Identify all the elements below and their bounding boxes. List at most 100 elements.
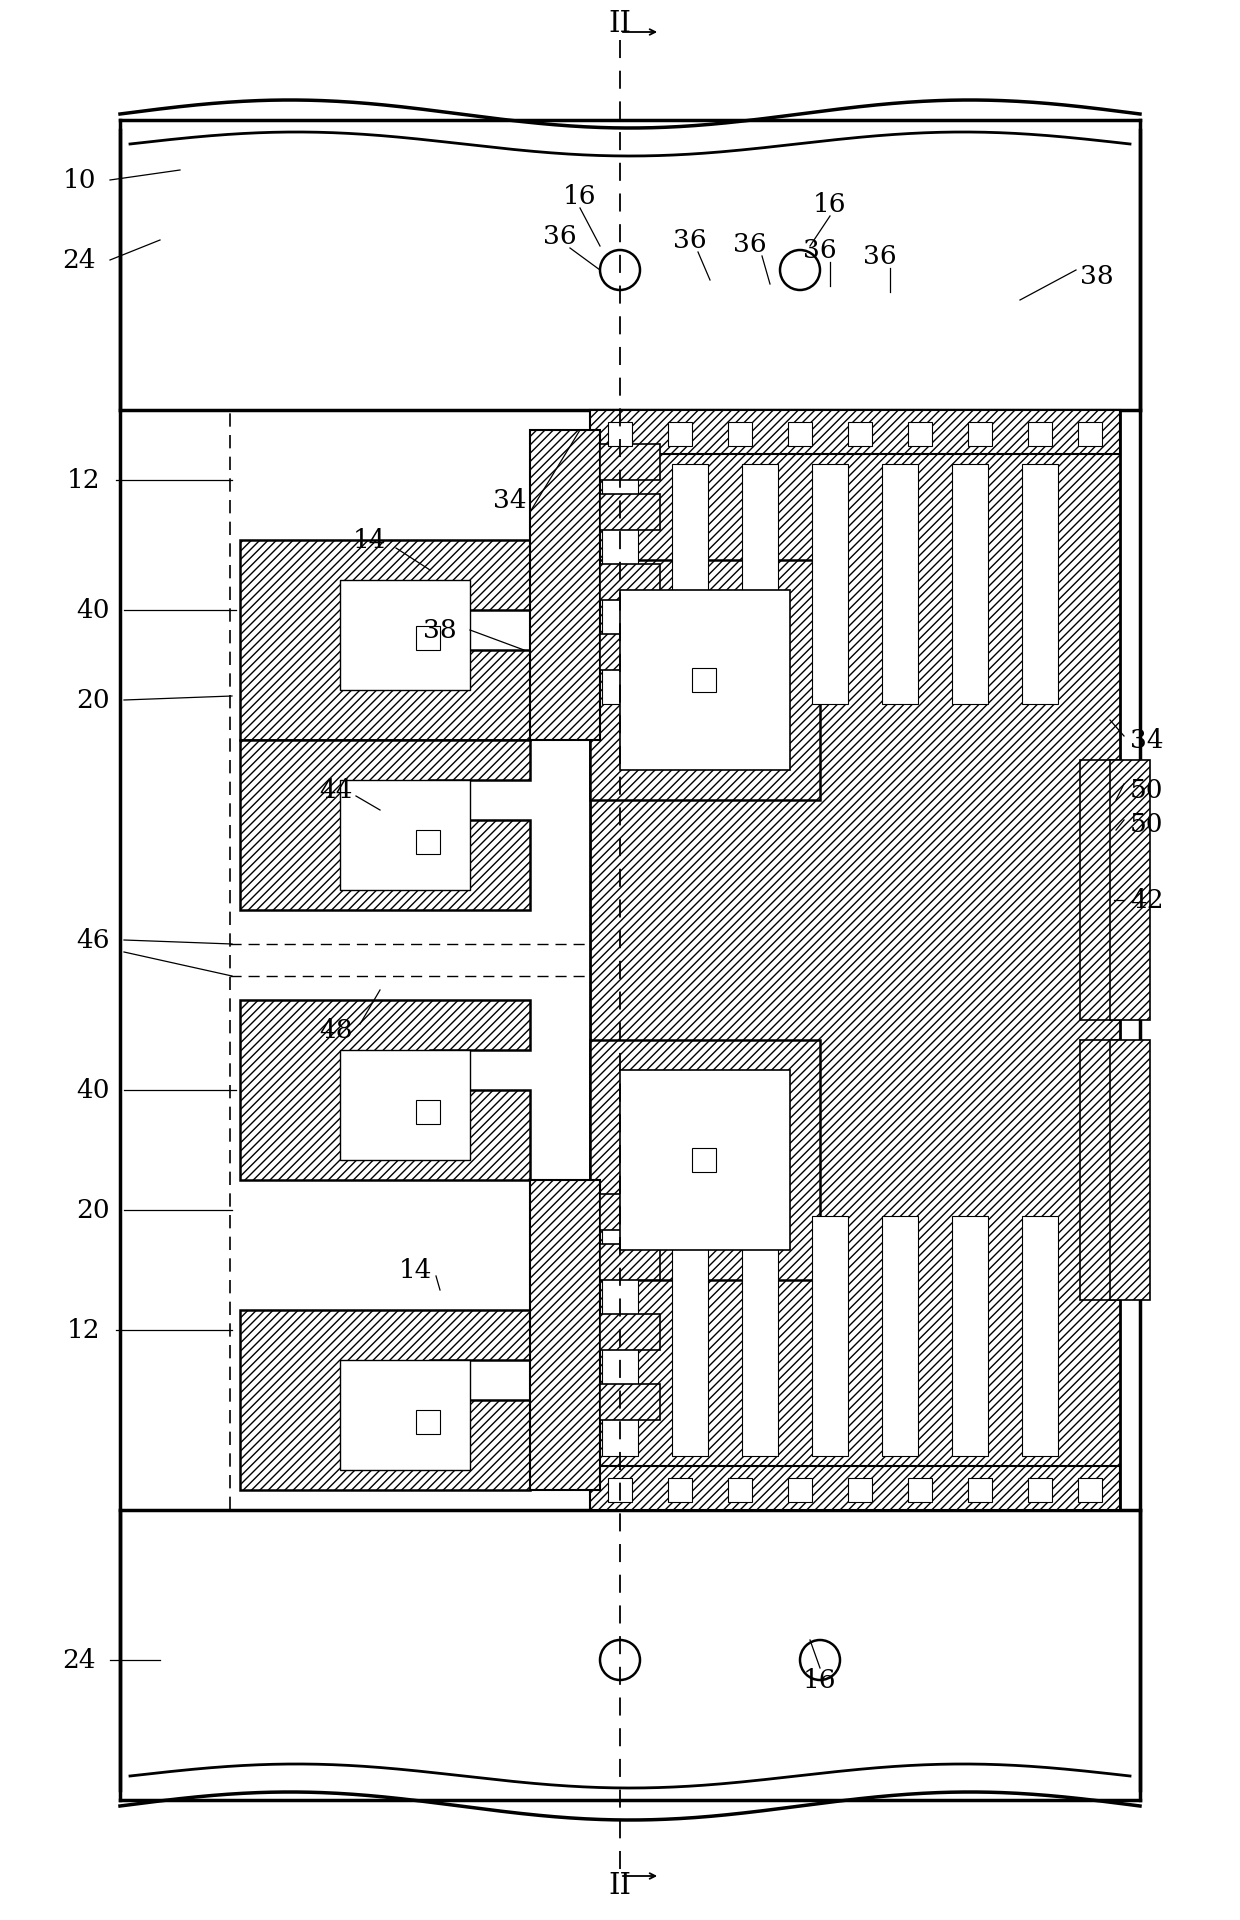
Bar [848, 1478, 872, 1501]
Bar [529, 1181, 600, 1490]
Bar [672, 465, 708, 705]
Bar [1078, 422, 1102, 445]
Text: 16: 16 [813, 192, 847, 217]
Bar [1028, 1478, 1052, 1501]
Text: 24: 24 [62, 1647, 95, 1672]
Bar [340, 1359, 470, 1471]
Bar [882, 465, 918, 705]
Text: 34: 34 [1130, 728, 1163, 753]
Bar [968, 1478, 992, 1501]
Bar [908, 422, 932, 445]
Bar [600, 634, 660, 670]
Text: 16: 16 [563, 184, 596, 209]
Bar [601, 465, 639, 705]
Text: 42: 42 [1130, 887, 1163, 912]
Bar [340, 580, 470, 689]
Bar [692, 668, 715, 691]
Bar [908, 1478, 932, 1501]
Bar [1080, 760, 1120, 1020]
Bar [812, 1215, 848, 1455]
Bar [1022, 465, 1058, 705]
Bar [590, 411, 1120, 453]
Bar [340, 1050, 470, 1160]
Text: 36: 36 [863, 244, 897, 269]
Text: II: II [609, 10, 631, 38]
Bar [787, 422, 812, 445]
Bar [415, 1409, 440, 1434]
Bar [600, 1194, 660, 1231]
Text: 20: 20 [77, 1198, 110, 1223]
Bar [787, 1478, 812, 1501]
Bar [415, 1100, 440, 1123]
Bar [620, 1069, 790, 1250]
Bar [590, 411, 1120, 1509]
Bar [848, 422, 872, 445]
Bar [600, 564, 660, 599]
Polygon shape [241, 739, 529, 910]
Bar [600, 493, 660, 530]
Circle shape [600, 1640, 640, 1680]
Text: 36: 36 [673, 227, 707, 253]
Bar [608, 1478, 632, 1501]
Bar [1110, 1041, 1149, 1300]
Text: 40: 40 [77, 597, 110, 622]
Text: 10: 10 [62, 167, 95, 192]
Text: 36: 36 [733, 232, 766, 257]
Bar [1110, 760, 1149, 1020]
Bar [672, 1215, 708, 1455]
Bar [415, 626, 440, 651]
Bar [882, 1215, 918, 1455]
Bar [1080, 1041, 1120, 1300]
Text: 34: 34 [494, 488, 527, 513]
Bar [742, 1215, 777, 1455]
Text: 36: 36 [804, 238, 837, 263]
Text: 48: 48 [319, 1018, 352, 1043]
Text: 16: 16 [804, 1667, 837, 1693]
Text: 40: 40 [77, 1077, 110, 1102]
Bar [728, 1478, 751, 1501]
Bar [590, 1467, 1120, 1509]
Text: II: II [609, 1872, 631, 1901]
Text: 44: 44 [319, 778, 352, 803]
Text: 36: 36 [543, 223, 577, 248]
Bar [529, 430, 600, 739]
Bar [601, 1215, 639, 1455]
Text: 12: 12 [67, 467, 100, 493]
Bar [668, 1478, 692, 1501]
Text: 14: 14 [399, 1258, 433, 1283]
Bar [952, 1215, 988, 1455]
Bar [590, 1041, 820, 1281]
Bar [1028, 422, 1052, 445]
Bar [1078, 1478, 1102, 1501]
Bar [600, 1384, 660, 1421]
Circle shape [600, 250, 640, 290]
Bar [728, 422, 751, 445]
Bar [120, 90, 1140, 1830]
Bar [968, 422, 992, 445]
Bar [620, 589, 790, 770]
Text: 50: 50 [1130, 778, 1163, 803]
Bar [952, 465, 988, 705]
Bar [668, 422, 692, 445]
Polygon shape [241, 1000, 529, 1181]
Bar [600, 1313, 660, 1350]
Polygon shape [241, 1309, 529, 1490]
Bar [608, 422, 632, 445]
Text: 24: 24 [62, 248, 95, 273]
Bar [1022, 1215, 1058, 1455]
Text: 20: 20 [77, 687, 110, 712]
Bar [590, 561, 820, 801]
Bar [600, 1244, 660, 1281]
Text: 12: 12 [67, 1317, 100, 1342]
Bar [742, 465, 777, 705]
Bar [415, 829, 440, 854]
Text: 46: 46 [77, 927, 110, 952]
Circle shape [780, 250, 820, 290]
Text: 14: 14 [353, 528, 387, 553]
Polygon shape [241, 540, 529, 739]
Bar [692, 1148, 715, 1171]
Bar [600, 444, 660, 480]
Text: 38: 38 [423, 618, 456, 643]
Circle shape [800, 1640, 839, 1680]
Bar [812, 465, 848, 705]
